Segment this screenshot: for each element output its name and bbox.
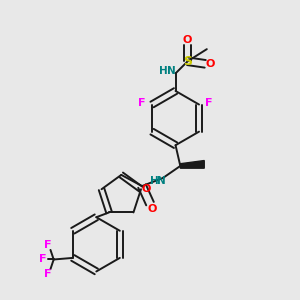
Text: N: N xyxy=(167,66,176,76)
Text: H: H xyxy=(150,176,159,186)
Text: F: F xyxy=(44,240,51,250)
Text: S: S xyxy=(183,55,192,68)
Text: H: H xyxy=(159,66,168,76)
Text: O: O xyxy=(183,35,192,45)
Text: F: F xyxy=(44,269,51,279)
Text: O: O xyxy=(147,204,157,214)
Text: O: O xyxy=(141,184,151,194)
Polygon shape xyxy=(180,160,204,168)
Text: O: O xyxy=(206,59,215,69)
Text: F: F xyxy=(206,98,213,108)
Text: N: N xyxy=(157,176,166,186)
Text: F: F xyxy=(39,254,47,265)
Text: F: F xyxy=(138,98,146,108)
